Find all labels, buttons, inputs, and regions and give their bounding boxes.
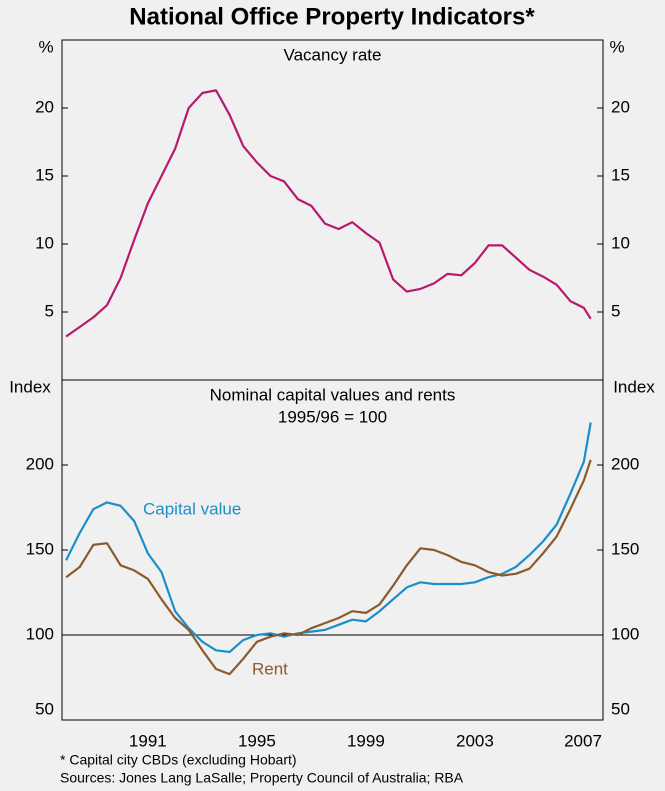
series-label: Capital value <box>143 499 241 518</box>
series-label: Rent <box>252 659 288 678</box>
panel-title: Vacancy rate <box>284 45 382 64</box>
y-tick-label-right: 20 <box>611 97 630 116</box>
footnote: * Capital city CBDs (excluding Hobart) <box>60 752 297 768</box>
y-tick-label-right: 5 <box>611 301 620 320</box>
y-tick-label-left: 200 <box>26 454 54 473</box>
y-tick-label-right: 200 <box>611 454 639 473</box>
series-line <box>65 459 592 676</box>
y-unit-left: % <box>38 37 53 56</box>
series-line <box>65 89 592 338</box>
x-tick-label: 1995 <box>238 731 276 750</box>
y-tick-label-right: 150 <box>611 539 639 558</box>
x-tick-label: 2007 <box>564 731 602 750</box>
y-tick-label-left: 5 <box>45 301 54 320</box>
y-unit-right: % <box>609 37 624 56</box>
plot-frame <box>61 39 604 381</box>
panel-subtitle: 1995/96 = 100 <box>278 407 387 426</box>
series-line <box>65 422 592 654</box>
panel-title: Nominal capital values and rents <box>210 385 456 404</box>
x-tick-label: 2003 <box>456 731 494 750</box>
sources: Sources: Jones Lang LaSalle; Property Co… <box>60 770 464 786</box>
chart-title: National Office Property Indicators* <box>129 3 535 30</box>
y-tick-label-right: 15 <box>611 165 630 184</box>
y-unit-right: Index <box>613 377 655 396</box>
y-tick-label-left: 100 <box>26 624 54 643</box>
x-tick-label: 1999 <box>347 731 385 750</box>
x-tick-label: 1991 <box>129 731 167 750</box>
y-tick-label-right: 100 <box>611 624 639 643</box>
plot-frame <box>61 379 604 721</box>
y-tick-label-right: 10 <box>611 233 630 252</box>
y-tick-label-left: 10 <box>35 233 54 252</box>
y-tick-label-left: 15 <box>35 165 54 184</box>
y-tick-label-right: 50 <box>611 699 630 718</box>
y-tick-label-left: 150 <box>26 539 54 558</box>
y-unit-left: Index <box>9 377 51 396</box>
y-tick-label-left: 50 <box>35 699 54 718</box>
y-tick-label-left: 20 <box>35 97 54 116</box>
